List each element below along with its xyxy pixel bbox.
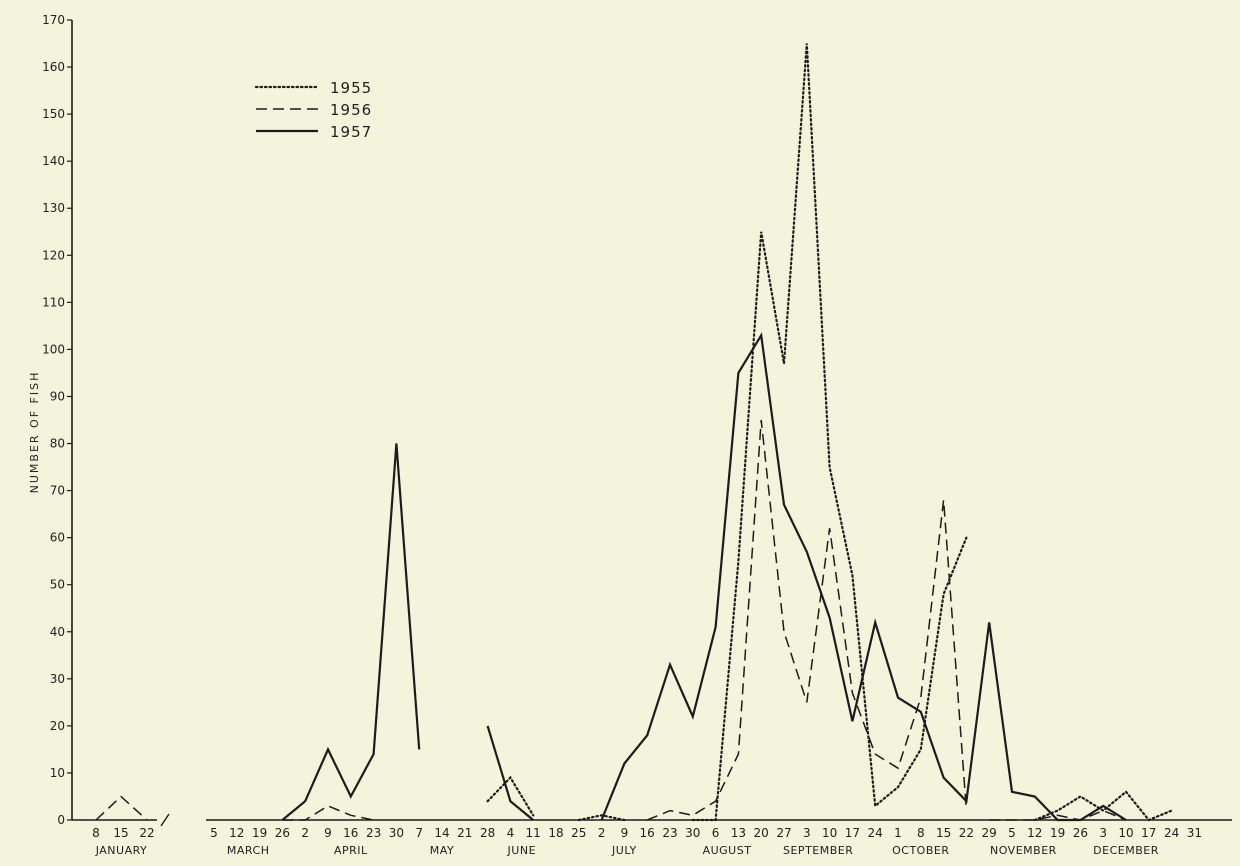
x-tick-label: 30 <box>389 826 404 840</box>
legend-label-1956: 1956 <box>330 101 372 119</box>
x-tick-label: 3 <box>803 826 811 840</box>
x-tick-label: 20 <box>754 826 769 840</box>
series-line-1957 <box>486 725 534 821</box>
x-tick-label: 6 <box>712 826 720 840</box>
y-tick-label: 130 <box>42 201 65 215</box>
x-tick-label: 11 <box>526 826 541 840</box>
x-tick-label: 22 <box>139 826 154 840</box>
y-tick-label: 30 <box>50 672 65 686</box>
x-tick-label: 2 <box>598 826 606 840</box>
x-tick-label: 28 <box>480 826 495 840</box>
x-tick-label: 15 <box>936 826 951 840</box>
x-tick-label: 30 <box>685 826 700 840</box>
month-label: NOVEMBER <box>990 844 1057 857</box>
month-label: AUGUST <box>703 844 752 857</box>
x-tick-label: 27 <box>776 826 791 840</box>
series-line-1955 <box>486 775 535 817</box>
legend-label-1955: 1955 <box>330 79 372 97</box>
month-label: APRIL <box>334 844 368 857</box>
x-tick-label: 23 <box>366 826 381 840</box>
x-tick-label: 7 <box>415 826 423 840</box>
y-tick-label: 0 <box>57 813 65 827</box>
y-axis-label: NUMBER OF FISH <box>28 371 41 494</box>
y-tick-label: 90 <box>50 389 65 403</box>
x-tick-label: 16 <box>640 826 655 840</box>
month-label: OCTOBER <box>892 844 949 857</box>
x-tick-label: 25 <box>571 826 586 840</box>
series-line-1956 <box>95 795 148 821</box>
x-axis-break-mark <box>160 813 170 827</box>
month-label: JUNE <box>507 844 536 857</box>
y-tick-label: 80 <box>50 437 65 451</box>
x-tick-label: 17 <box>1141 826 1156 840</box>
series-line-1955 <box>691 43 968 822</box>
x-tick-label: 12 <box>1027 826 1042 840</box>
x-tick-label: 16 <box>343 826 358 840</box>
x-tick-label: 26 <box>1073 826 1088 840</box>
x-tick-label: 8 <box>92 826 100 840</box>
series-line-1956 <box>646 419 968 821</box>
y-tick-label: 160 <box>42 60 65 74</box>
x-tick-label: 5 <box>210 826 218 840</box>
x-tick-label: 23 <box>662 826 677 840</box>
x-tick-label: 13 <box>731 826 746 840</box>
x-tick-label: 9 <box>324 826 332 840</box>
x-tick-label: 26 <box>275 826 290 840</box>
x-tick-label: 19 <box>1050 826 1065 840</box>
x-tick-label: 9 <box>621 826 629 840</box>
x-tick-label: 10 <box>1118 826 1133 840</box>
month-label: MAY <box>430 844 454 857</box>
series-line-1955 <box>577 814 626 822</box>
x-tick-label: 10 <box>822 826 837 840</box>
y-tick-label: 20 <box>50 719 65 733</box>
x-tick-label: 31 <box>1187 826 1202 840</box>
legend-label-1957: 1957 <box>330 123 372 141</box>
y-tick-label: 170 <box>42 13 65 27</box>
x-tick-label: 14 <box>434 826 449 840</box>
x-tick-label: 29 <box>982 826 997 840</box>
x-tick-label: 3 <box>1099 826 1107 840</box>
x-tick-label: 8 <box>917 826 925 840</box>
x-tick-label: 12 <box>229 826 244 840</box>
x-tick-label: 4 <box>507 826 515 840</box>
series-line-1957 <box>281 443 421 821</box>
y-tick-label: 50 <box>50 578 65 592</box>
month-label: DECEMBER <box>1093 844 1159 857</box>
series-line-1956 <box>989 809 1127 821</box>
month-label: MARCH <box>227 844 270 857</box>
x-tick-label: 24 <box>1164 826 1179 840</box>
y-tick-label: 100 <box>42 342 65 356</box>
y-tick-label: 110 <box>42 295 65 309</box>
x-tick-label: 5 <box>1008 826 1016 840</box>
y-tick-label: 40 <box>50 625 65 639</box>
month-label: JULY <box>611 844 637 857</box>
y-tick-label: 70 <box>50 484 65 498</box>
series-line-1957 <box>600 332 1127 822</box>
y-tick-label: 120 <box>42 248 65 262</box>
x-tick-label: 19 <box>252 826 267 840</box>
x-tick-label: 18 <box>548 826 563 840</box>
x-tick-label: 24 <box>868 826 883 840</box>
y-tick-label: 140 <box>42 154 65 168</box>
month-label: JANUARY <box>95 844 148 857</box>
y-tick-label: 150 <box>42 107 65 121</box>
series-line-1955 <box>1033 790 1173 822</box>
x-tick-label: 22 <box>959 826 974 840</box>
x-tick-label: 21 <box>457 826 472 840</box>
x-tick-label: 1 <box>894 826 902 840</box>
x-tick-label: 2 <box>301 826 309 840</box>
y-tick-label: 60 <box>50 531 65 545</box>
y-tick-label: 10 <box>50 766 65 780</box>
x-tick-label: 17 <box>845 826 860 840</box>
x-tick-label: 15 <box>113 826 128 840</box>
month-label: SEPTEMBER <box>783 844 853 857</box>
